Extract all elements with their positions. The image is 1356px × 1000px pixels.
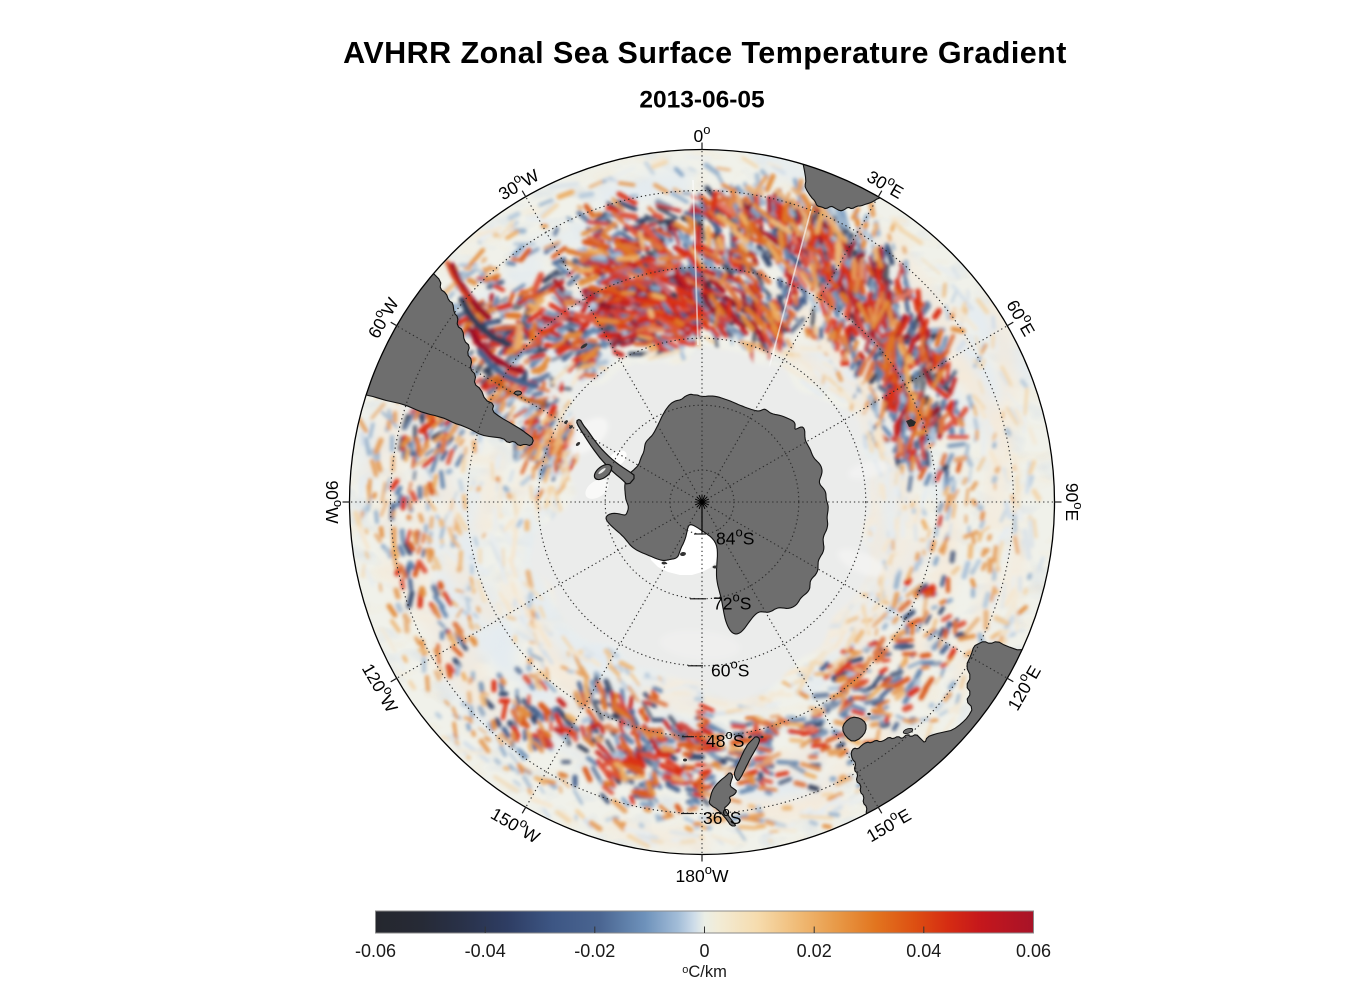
svg-text:0o: 0o <box>694 122 711 146</box>
svg-text:180oW: 180oW <box>676 862 729 886</box>
svg-text:0.02: 0.02 <box>797 941 832 961</box>
svg-text:0: 0 <box>699 941 709 961</box>
svg-text:72oS: 72oS <box>713 589 751 613</box>
svg-text:60oS: 60oS <box>711 656 749 680</box>
svg-text:0.04: 0.04 <box>906 941 941 961</box>
svg-text:48oS: 48oS <box>706 727 744 751</box>
svg-text:90oW: 90oW <box>322 480 346 524</box>
svg-text:0.06: 0.06 <box>1016 941 1051 961</box>
svg-text:-0.04: -0.04 <box>465 941 506 961</box>
svg-text:-0.06: -0.06 <box>355 941 396 961</box>
svg-text:90oE: 90oE <box>1062 483 1086 521</box>
svg-text:2013-06-05: 2013-06-05 <box>639 87 764 114</box>
svg-text:36oS: 36oS <box>703 804 741 828</box>
svg-text:84oS: 84oS <box>716 525 754 549</box>
svg-text:AVHRR Zonal Sea Surface Temper: AVHRR Zonal Sea Surface Temperature Grad… <box>343 36 1067 70</box>
svg-text:oC/km: oC/km <box>682 963 727 981</box>
svg-text:-0.02: -0.02 <box>574 941 615 961</box>
